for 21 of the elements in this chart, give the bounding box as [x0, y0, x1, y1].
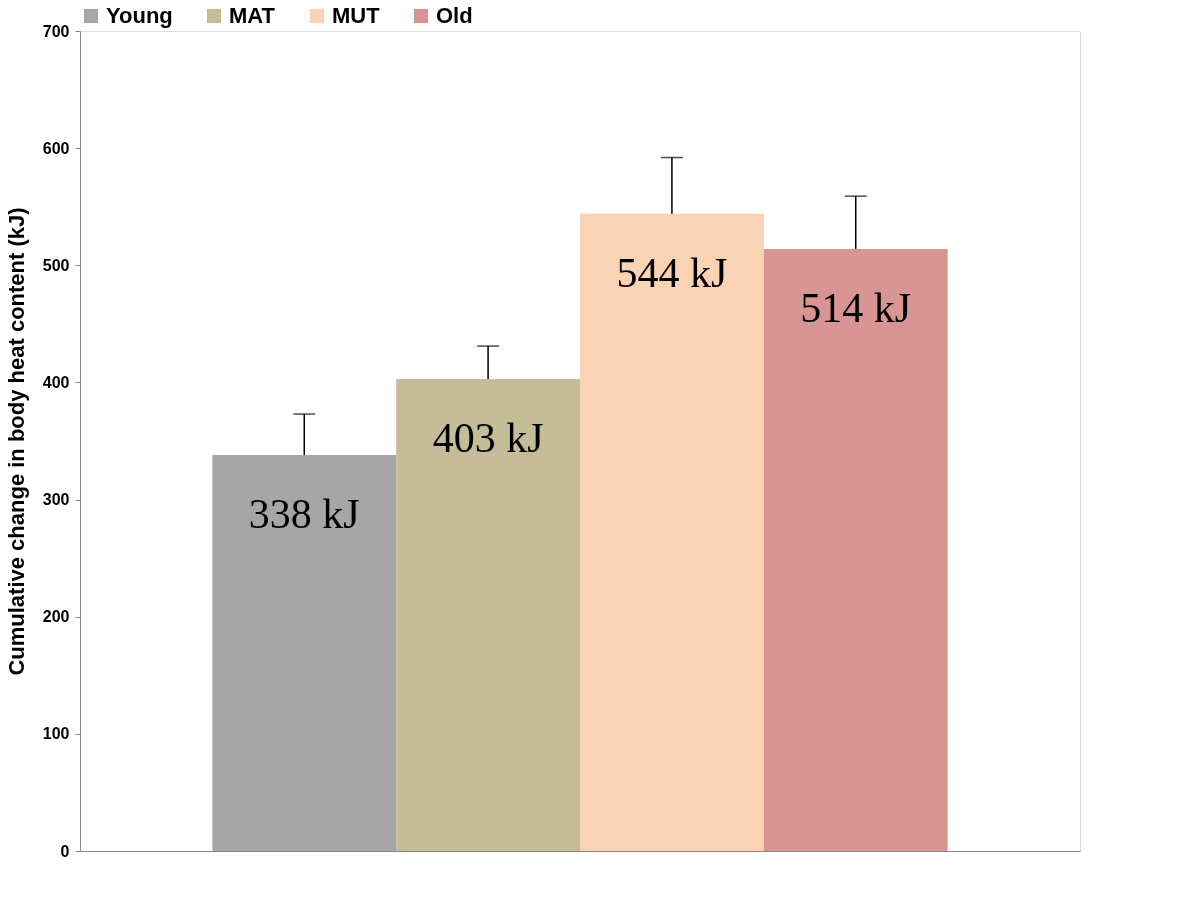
y-tick-label: 300 — [42, 491, 70, 509]
y-tick-label: 400 — [42, 373, 70, 391]
y-tick-label: 0 — [60, 842, 70, 860]
bar — [763, 248, 948, 851]
y-tick-label: 500 — [42, 256, 70, 274]
bar — [580, 213, 764, 851]
y-tick-label: 600 — [42, 139, 70, 157]
bar — [212, 455, 397, 851]
legend-label: Young — [106, 3, 173, 28]
data-label: 514 kJ — [800, 284, 912, 331]
legend-label: Old — [436, 3, 473, 28]
data-label: 338 kJ — [248, 491, 360, 538]
y-axis-title: Cumulative change in body heat content (kJ) — [3, 207, 29, 676]
data-label: 544 kJ — [616, 249, 728, 296]
legend-label: MUT — [332, 3, 381, 28]
bar — [396, 378, 580, 851]
y-tick-label: 200 — [42, 608, 70, 626]
y-tick-label: 700 — [42, 22, 70, 40]
data-label: 403 kJ — [432, 414, 544, 461]
legend-label: MAT — [229, 3, 276, 28]
y-tick-label: 100 — [42, 725, 70, 743]
